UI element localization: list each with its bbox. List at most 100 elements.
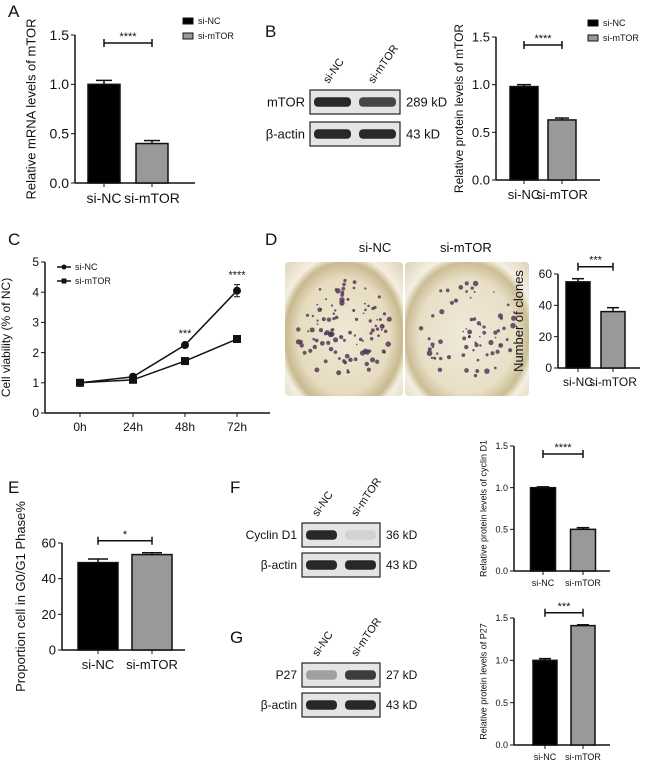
colony-dot (332, 317, 336, 321)
colony-dot (311, 314, 315, 318)
panel-label-g: G (230, 628, 244, 647)
bar-e-si-mtor (131, 553, 173, 651)
y-axis-label-g: Relative protein levels of P27 (478, 623, 488, 740)
colony-dot (472, 280, 479, 287)
significance-bracket-g (544, 608, 584, 617)
data-point-si-mTOR (181, 357, 189, 366)
colony-dot (308, 348, 313, 353)
y-tick-label-f: 0.0 (495, 566, 508, 576)
x-tick-label-c: 72h (227, 420, 247, 434)
colony-dot (370, 357, 376, 363)
legend-label-si-NC: si-NC (75, 262, 98, 272)
colony-dot (510, 322, 516, 329)
colony-dot (318, 328, 324, 333)
colony-dot (312, 337, 316, 341)
colony-dot (496, 329, 501, 333)
y-tick-label-a: 1.5 (50, 27, 70, 43)
colony-dot (431, 345, 435, 349)
y-tick-label-d: 20 (539, 330, 553, 344)
colony-dot (346, 297, 350, 301)
colony-dot (377, 334, 380, 338)
colony-dot (369, 331, 373, 335)
lane-label-g: si-NC (310, 629, 336, 658)
colony-dot (323, 359, 328, 364)
y-tick-label-g: 1.0 (495, 655, 508, 665)
lane-label-g: si-mTOR (349, 616, 384, 659)
colony-dot (378, 318, 382, 321)
colony-dot (382, 312, 387, 316)
y-tick-label-b: 0.0 (472, 173, 490, 188)
colony-dot (439, 289, 443, 293)
panel-label-e: E (8, 478, 20, 497)
y-tick-label-c: 2 (32, 346, 39, 360)
significance-bracket-e (97, 536, 153, 545)
colony-dot (467, 329, 473, 335)
x-tick-label-b: si-mTOR (536, 187, 588, 202)
colony-dot (485, 353, 489, 357)
colony-dot (427, 347, 432, 352)
y-tick-label-d: 0 (545, 361, 552, 375)
colony-dot (386, 316, 392, 322)
blot-band-g (306, 670, 337, 680)
x-tick-label-c: 48h (175, 420, 195, 434)
colony-dot (426, 350, 433, 357)
x-tick-label-c: 0h (73, 420, 86, 434)
colony-dot (347, 370, 350, 374)
bar-f-si-mtor (569, 528, 597, 572)
legend-label-a: si-NC (198, 16, 221, 26)
lane-label-f: si-mTOR (349, 476, 384, 519)
y-tick-label-c: 5 (32, 255, 39, 269)
colony-dot (332, 337, 339, 343)
colony-dot (323, 331, 328, 336)
y-tick-label-e: 40 (42, 571, 56, 586)
colony-dot (446, 355, 452, 360)
x-tick-label-a: si-NC (87, 190, 122, 206)
colony-dot (479, 344, 482, 347)
blot-band-g (345, 670, 376, 680)
blot-band-f (345, 530, 376, 540)
blot-size-label-g: 43 kD (386, 698, 418, 712)
colony-dot (438, 339, 443, 345)
blot-band-b (359, 97, 396, 107)
colony-dot (364, 361, 370, 367)
colony-dot (319, 340, 325, 346)
colony-dot (430, 342, 435, 347)
colony-dot (364, 287, 367, 290)
colony-dot (316, 303, 319, 306)
bar-d-si-nc (565, 281, 591, 369)
colony-dot (342, 338, 346, 342)
bar-b-si-nc (509, 85, 539, 181)
blot-band-f (306, 530, 337, 540)
bar-f-si-nc (529, 486, 557, 572)
colony-dot (427, 337, 431, 341)
y-tick-label-f: 1.0 (495, 483, 508, 493)
colony-dot (330, 328, 334, 332)
colony-dot (316, 323, 319, 325)
colony-dot (374, 324, 378, 328)
blot-protein-label-b: mTOR (267, 95, 305, 110)
colony-dot (500, 316, 504, 320)
colony-dot (474, 341, 477, 344)
colony-dot (464, 344, 469, 350)
colony-dot (363, 302, 366, 305)
y-tick-label-a: 1.0 (50, 76, 70, 92)
panel-label-c: C (8, 230, 21, 249)
colony-dot (344, 353, 350, 359)
blot-protein-label-g: P27 (276, 668, 298, 682)
colony-dot (302, 350, 307, 355)
bar-g-si-nc (532, 659, 558, 746)
colony-dot (334, 309, 337, 312)
colony-dot (458, 285, 464, 290)
x-tick-label-f: si-mTOR (565, 578, 601, 588)
colony-dot (343, 278, 347, 283)
colony-dot (469, 296, 472, 299)
colony-dot (469, 317, 474, 322)
colony-dot (464, 281, 469, 286)
y-tick-label-g: 0.5 (495, 698, 508, 708)
colony-dot (312, 344, 318, 350)
lane-label-b: si-mTOR (366, 43, 401, 86)
blot-band-b (314, 129, 351, 139)
colony-dot (439, 309, 445, 315)
y-tick-label-b: 1.5 (472, 30, 490, 45)
significance-bracket-d (577, 262, 614, 271)
